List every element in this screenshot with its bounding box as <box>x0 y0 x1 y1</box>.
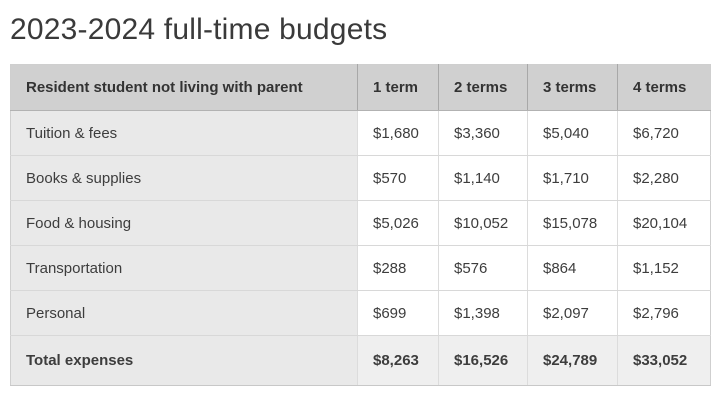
row-label: Tuition & fees <box>10 110 358 156</box>
table-row: Transportation $288 $576 $864 $1,152 <box>10 245 711 291</box>
table-header: Resident student not living with parent … <box>10 64 711 111</box>
cell-value: $2,097 <box>527 290 618 336</box>
cell-value: $15,078 <box>527 200 618 246</box>
table-row: Personal $699 $1,398 $2,097 $2,796 <box>10 290 711 336</box>
column-header-3-terms: 3 terms <box>527 64 618 111</box>
cell-value: $20,104 <box>617 200 711 246</box>
table-body: Tuition & fees $1,680 $3,360 $5,040 $6,7… <box>10 110 711 386</box>
column-header-1-term: 1 term <box>357 64 439 111</box>
row-label: Transportation <box>10 245 358 291</box>
cell-value: $699 <box>357 290 439 336</box>
cell-value: $1,152 <box>617 245 711 291</box>
cell-value: $864 <box>527 245 618 291</box>
table-row: Food & housing $5,026 $10,052 $15,078 $2… <box>10 200 711 246</box>
total-row-label: Total expenses <box>10 335 358 386</box>
column-header-4-terms: 4 terms <box>617 64 711 111</box>
total-cell-value: $16,526 <box>438 335 528 386</box>
row-label: Food & housing <box>10 200 358 246</box>
cell-value: $2,796 <box>617 290 711 336</box>
cell-value: $10,052 <box>438 200 528 246</box>
page-title: 2023-2024 full-time budgets <box>10 13 388 46</box>
cell-value: $2,280 <box>617 155 711 201</box>
table-row: Books & supplies $570 $1,140 $1,710 $2,2… <box>10 155 711 201</box>
row-label: Personal <box>10 290 358 336</box>
cell-value: $1,140 <box>438 155 528 201</box>
total-cell-value: $8,263 <box>357 335 439 386</box>
cell-value: $5,040 <box>527 110 618 156</box>
total-cell-value: $24,789 <box>527 335 618 386</box>
cell-value: $1,710 <box>527 155 618 201</box>
total-row: Total expenses $8,263 $16,526 $24,789 $3… <box>10 335 711 386</box>
column-header-2-terms: 2 terms <box>438 64 528 111</box>
cell-value: $6,720 <box>617 110 711 156</box>
cell-value: $1,398 <box>438 290 528 336</box>
cell-value: $5,026 <box>357 200 439 246</box>
cell-value: $1,680 <box>357 110 439 156</box>
cell-value: $570 <box>357 155 439 201</box>
cell-value: $3,360 <box>438 110 528 156</box>
budget-table: Resident student not living with parent … <box>10 64 711 386</box>
cell-value: $288 <box>357 245 439 291</box>
row-label: Books & supplies <box>10 155 358 201</box>
total-cell-value: $33,052 <box>617 335 711 386</box>
cell-value: $576 <box>438 245 528 291</box>
header-row: Resident student not living with parent … <box>10 64 711 111</box>
table-row: Tuition & fees $1,680 $3,360 $5,040 $6,7… <box>10 110 711 156</box>
column-header-category: Resident student not living with parent <box>10 64 358 111</box>
